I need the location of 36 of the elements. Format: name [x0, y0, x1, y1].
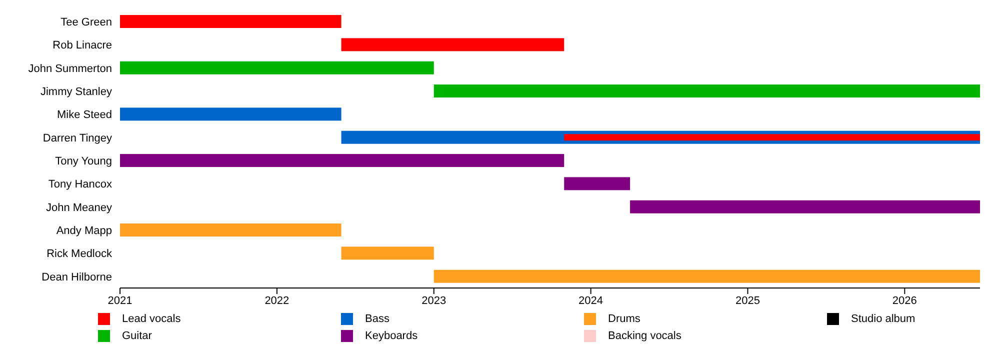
y-tick-label: John Summerton [28, 62, 112, 75]
x-tick-label: 2025 [735, 294, 760, 307]
y-tick-label: Tony Young [55, 155, 112, 168]
y-tick-label: Mike Steed [56, 109, 112, 122]
bar [434, 84, 980, 98]
x-tick-label: 2024 [578, 294, 604, 307]
y-tick-label: Rob Linacre [52, 40, 112, 52]
y-tick-label: Rick Medlock [46, 248, 112, 260]
y-tick-label: Darren Tingey [42, 132, 112, 144]
x-tick-label: 2023 [422, 294, 446, 307]
bar [434, 270, 980, 283]
legend-label: Lead vocals [122, 312, 181, 324]
bar [120, 108, 342, 121]
legend-label: Bass [365, 312, 390, 324]
legend-label: Keyboards [365, 330, 418, 342]
y-tick-label: Jimmy Stanley [40, 86, 112, 98]
y-tick-label: Dean Hilborne [42, 271, 112, 284]
y-tick-label: Tee Green [60, 16, 112, 28]
y-tick-label: John Meaney [46, 202, 112, 214]
bar [341, 38, 564, 52]
bar [341, 246, 434, 260]
y-tick-label: Tony Hancox [48, 178, 112, 191]
legend-label: Backing vocals [608, 330, 682, 342]
legend-label: Guitar [122, 330, 152, 342]
x-tick-label: 2021 [108, 294, 132, 307]
bar [120, 15, 342, 28]
bar [630, 200, 980, 214]
bar [120, 61, 434, 74]
legend-label: Studio album [851, 312, 916, 324]
x-tick-label: 2022 [264, 294, 290, 307]
bar [564, 177, 630, 190]
x-tick-label: 2026 [892, 294, 917, 307]
legend-label: Drums [608, 312, 640, 324]
bar [120, 224, 342, 236]
bar [120, 154, 564, 167]
y-tick-label: Andy Mapp [56, 224, 112, 237]
